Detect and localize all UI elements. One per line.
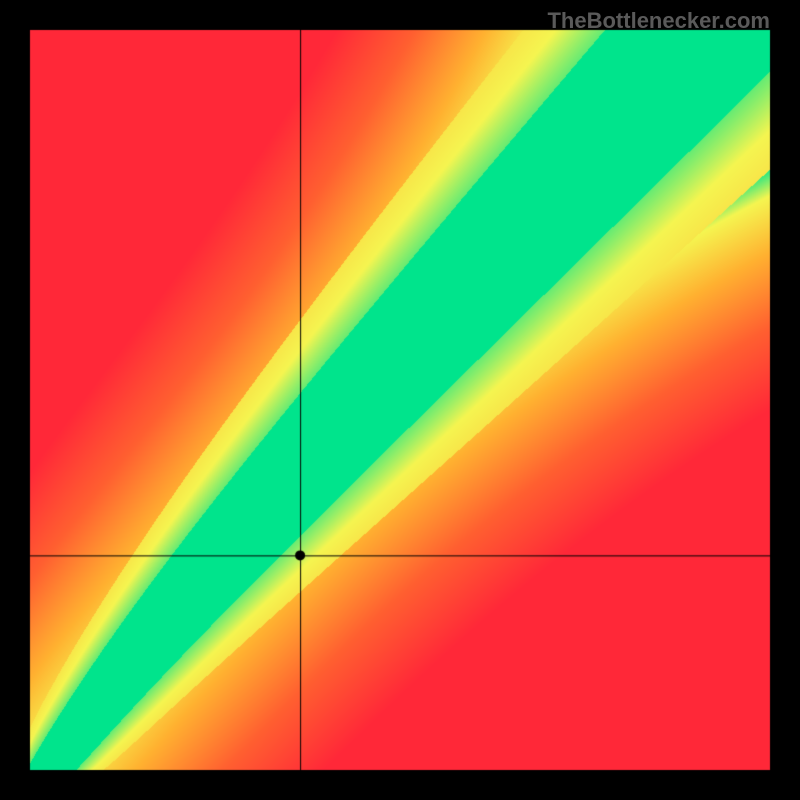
heatmap-canvas	[0, 0, 800, 800]
watermark-text: TheBottlenecker.com	[547, 8, 770, 34]
chart-container: TheBottlenecker.com	[0, 0, 800, 800]
